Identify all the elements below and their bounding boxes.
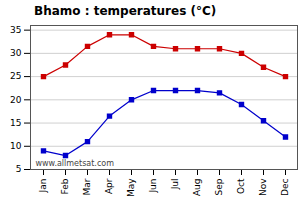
svg-text:20: 20: [10, 95, 22, 105]
svg-text:www.allmetsat.com: www.allmetsat.com: [36, 159, 115, 168]
svg-text:35: 35: [10, 25, 21, 35]
svg-text:Jul: Jul: [170, 179, 180, 191]
svg-text:Nov: Nov: [258, 178, 268, 196]
svg-text:5: 5: [16, 164, 22, 174]
svg-text:Jun: Jun: [148, 179, 158, 194]
svg-text:Oct: Oct: [236, 178, 246, 194]
svg-text:15: 15: [10, 118, 21, 128]
svg-text:Dec: Dec: [280, 178, 290, 195]
svg-text:Mar: Mar: [82, 178, 92, 195]
svg-text:25: 25: [10, 71, 21, 81]
svg-text:Feb: Feb: [60, 178, 70, 194]
svg-text:30: 30: [10, 48, 22, 58]
svg-text:Apr: Apr: [104, 178, 114, 194]
svg-text:Aug: Aug: [192, 179, 202, 197]
svg-text:Sep: Sep: [214, 178, 224, 195]
svg-text:May: May: [126, 178, 136, 197]
svg-text:10: 10: [10, 141, 22, 151]
svg-text:Jan: Jan: [38, 179, 48, 194]
html-text:Bhamo : temperatures (°C): Bhamo : temperatures (°C): [34, 4, 217, 18]
